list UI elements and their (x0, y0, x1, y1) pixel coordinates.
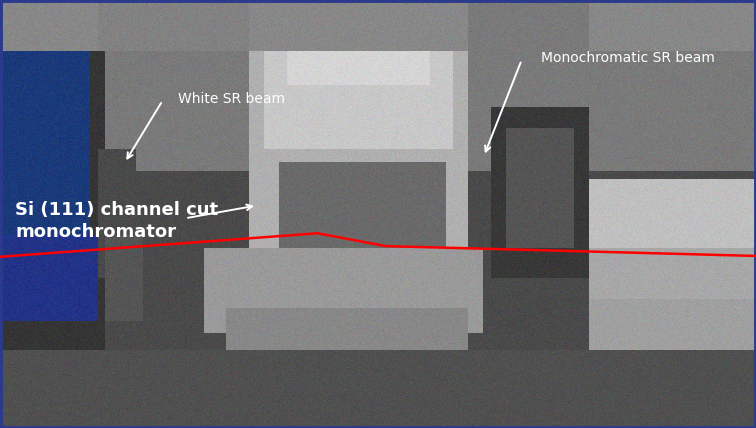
Text: Si (111) channel cut
monochromator: Si (111) channel cut monochromator (15, 201, 218, 241)
Text: White SR beam: White SR beam (178, 92, 285, 106)
Text: Monochromatic SR beam: Monochromatic SR beam (541, 51, 714, 65)
